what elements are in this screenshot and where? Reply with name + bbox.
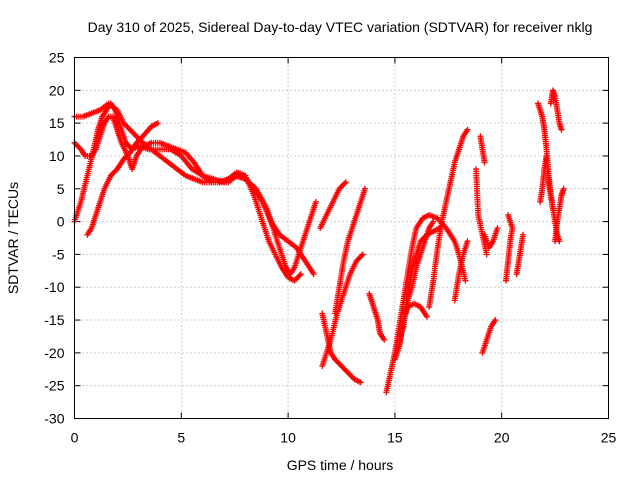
series-arc26: [552, 185, 567, 245]
data-point: [520, 231, 527, 238]
data-point: [341, 180, 348, 187]
x-tick-label: 5: [177, 430, 185, 446]
series-arc15: [426, 126, 471, 310]
y-tick-label: 25: [49, 50, 65, 66]
y-tick-label: -5: [52, 246, 65, 262]
data-point: [359, 251, 366, 258]
series-arc17: [479, 317, 499, 356]
series-arc22: [513, 231, 527, 278]
data-point: [560, 185, 567, 192]
y-tick-label: -10: [44, 279, 64, 295]
x-axis-label: GPS time / hours: [287, 457, 394, 473]
data-point: [296, 272, 303, 279]
series-arc8: [332, 185, 368, 317]
series-arc20: [473, 166, 490, 258]
plot-frame: [74, 57, 609, 419]
x-tick-label: 10: [280, 430, 296, 446]
y-axis-label: SDTVAR / TECUs: [5, 182, 21, 294]
data-point: [464, 126, 471, 133]
x-tick-label: 25: [601, 430, 617, 446]
y-tick-label: 10: [49, 148, 65, 164]
data-point: [549, 205, 556, 212]
series-arc19: [477, 133, 488, 166]
series-arc24: [537, 152, 556, 212]
y-tick-label: -30: [44, 411, 64, 427]
series-arc14: [400, 225, 443, 330]
data-point: [430, 218, 437, 225]
y-tick-label: 5: [57, 181, 65, 197]
data-point: [138, 134, 145, 141]
y-tick-label: -25: [44, 378, 64, 394]
data-point: [154, 120, 161, 127]
data-point: [483, 251, 490, 258]
axis-ticks: 0 5 10 15 20 25 -30 -25 -20 -15 -10 -5 0 5 10 15 20 25: [44, 50, 616, 446]
series-arc3: [71, 100, 317, 278]
series-arc16: [451, 238, 471, 304]
data-point: [494, 225, 501, 232]
series-arc7: [319, 251, 366, 369]
data-point: [481, 159, 488, 166]
y-tick-label: 15: [49, 115, 65, 131]
data-point: [297, 271, 304, 278]
series-arc25: [547, 87, 565, 133]
data-point: [358, 252, 365, 259]
series-arc10: [383, 212, 469, 396]
y-tick-label: 0: [57, 214, 65, 230]
y-tick-label: 20: [49, 82, 65, 98]
data-point: [464, 238, 471, 245]
data-point: [423, 313, 430, 320]
series-arc2: [71, 113, 304, 284]
x-tick-label: 15: [387, 430, 403, 446]
x-tick-label: 20: [494, 430, 510, 446]
data-point: [357, 379, 364, 386]
chart-title: Day 310 of 2025, Sidereal Day-to-day VTE…: [88, 19, 593, 35]
data-point: [342, 179, 349, 186]
data-point: [558, 126, 565, 133]
y-tick-label: -15: [44, 312, 64, 328]
data-point: [505, 212, 512, 219]
data-point: [310, 271, 317, 278]
series-arc18: [481, 225, 501, 251]
data-point: [492, 317, 499, 324]
x-tick-label: 0: [71, 430, 79, 446]
series-arc4: [84, 120, 161, 238]
data-point: [361, 185, 368, 192]
y-tick-label: -20: [44, 345, 64, 361]
series-arc5: [317, 179, 349, 232]
data-point: [381, 336, 388, 343]
series-arc9: [366, 290, 388, 343]
data-points: [71, 87, 567, 396]
data-point: [462, 277, 469, 284]
data-point: [312, 198, 319, 205]
series-arc21: [502, 212, 516, 284]
